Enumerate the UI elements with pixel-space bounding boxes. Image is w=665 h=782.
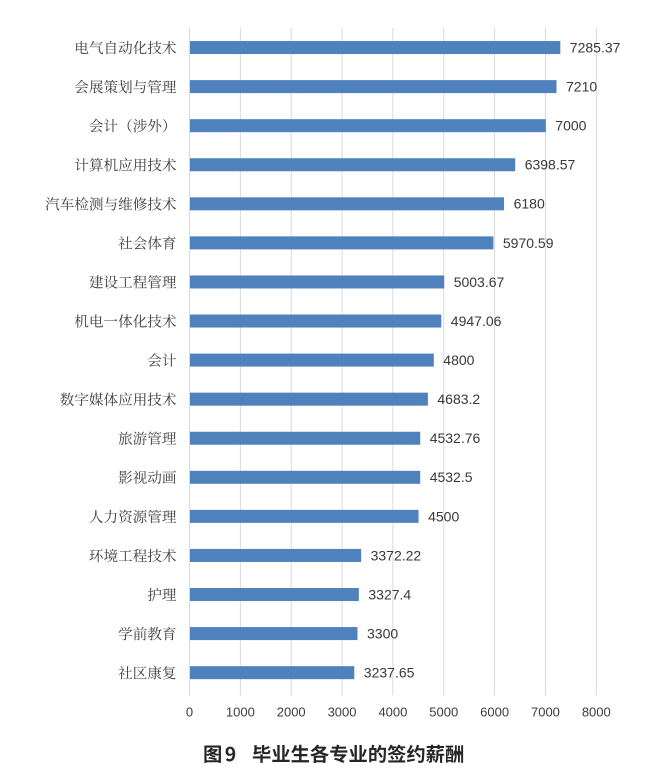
svg-text:4800: 4800 [443, 352, 474, 368]
svg-text:2000: 2000 [277, 705, 306, 720]
svg-text:0: 0 [186, 705, 193, 720]
svg-text:4683.2: 4683.2 [437, 391, 480, 407]
svg-text:4532.5: 4532.5 [430, 469, 473, 485]
svg-text:5003.67: 5003.67 [454, 274, 505, 290]
svg-text:8000: 8000 [582, 705, 611, 720]
svg-text:4532.76: 4532.76 [430, 430, 481, 446]
svg-text:3237.65: 3237.65 [364, 665, 415, 681]
svg-text:5970.59: 5970.59 [503, 235, 554, 251]
svg-text:7000: 7000 [531, 705, 560, 720]
svg-text:4947.06: 4947.06 [451, 313, 502, 329]
svg-text:6000: 6000 [480, 705, 509, 720]
svg-text:7210: 7210 [566, 79, 597, 95]
svg-text:4500: 4500 [428, 508, 459, 524]
svg-text:3372.22: 3372.22 [371, 547, 422, 563]
svg-text:6180: 6180 [514, 196, 545, 212]
svg-text:4000: 4000 [378, 705, 407, 720]
svg-text:3300: 3300 [367, 625, 398, 641]
svg-text:6398.57: 6398.57 [525, 157, 576, 173]
svg-text:3000: 3000 [328, 705, 357, 720]
svg-text:7285.37: 7285.37 [570, 39, 621, 55]
svg-text:1000: 1000 [226, 705, 255, 720]
svg-text:7000: 7000 [555, 118, 586, 134]
svg-text:3327.4: 3327.4 [368, 586, 411, 602]
svg-text:5000: 5000 [429, 705, 458, 720]
